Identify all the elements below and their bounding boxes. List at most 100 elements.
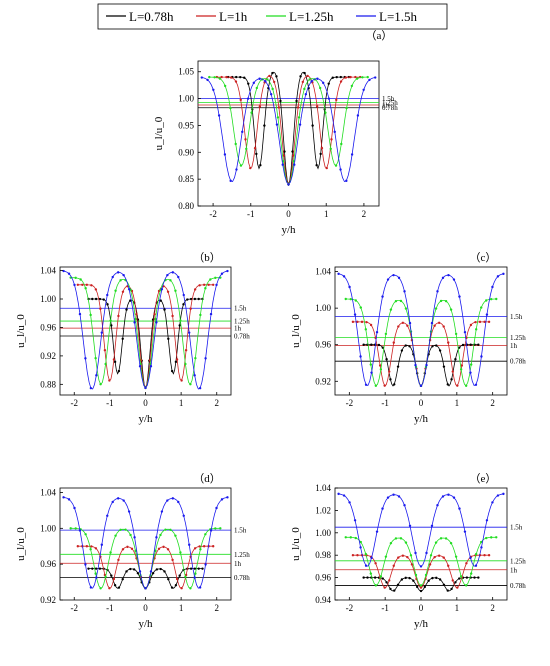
data-point [194,356,197,360]
data-point [132,568,136,571]
data-point [252,81,256,85]
data-point [87,567,90,570]
data-point [404,541,408,544]
data-point [112,577,116,581]
data-point [104,575,107,579]
data-point [406,324,409,327]
data-point [189,307,192,310]
data-point [244,138,247,141]
data-point [436,504,439,507]
data-point [354,75,357,79]
data-point [404,344,407,347]
data-point [401,321,405,325]
data-point [94,356,97,360]
data-point [381,507,384,510]
y-tick-label: 0.92 [40,351,56,361]
data-point [339,75,342,79]
plot-frame [59,266,232,396]
data-point [345,179,348,183]
data-point [124,528,127,531]
data-point [220,75,223,79]
data-point [159,533,162,537]
data-point [220,272,224,275]
data-point [275,123,279,126]
data-point [480,546,483,549]
ref-line-label: 1.25h [510,557,526,565]
data-point [437,321,441,325]
data-point [459,575,463,578]
data-point [480,355,483,358]
data-point [199,313,202,317]
data-point [193,374,196,377]
data-point [389,308,393,311]
data-point [469,572,473,575]
data-point [442,556,445,559]
data-point [291,150,294,153]
data-point [434,307,438,310]
data-point [473,576,476,579]
data-point [319,152,322,156]
data-point [117,558,120,562]
data-point [474,564,478,567]
data-point [490,297,493,301]
data-point [349,297,352,301]
data-point [114,289,117,292]
data-point [383,384,386,387]
data-point [154,317,157,321]
x-tick-label: 0 [419,603,424,613]
ref-line-label: 1.25h [382,99,398,107]
data-point [370,371,373,374]
y-axis-label: u_l/u_0 [290,314,302,348]
data-point [133,321,136,324]
data-point [74,276,77,280]
data-point [394,299,398,303]
data-point [177,500,180,504]
data-point [400,578,404,581]
data-point [385,358,388,361]
data-point [451,370,454,373]
data-point [408,345,411,348]
data-point [329,147,332,151]
data-point [374,384,378,387]
data-point [379,575,383,578]
data-point [397,556,400,559]
data-point [171,314,174,318]
x-axis-label: y/h [414,413,429,425]
ref-line-label: 0.78h [234,332,250,340]
data-point [447,341,450,344]
data-point [428,563,432,566]
x-tick-label: -2 [346,603,354,613]
data-point [179,319,182,322]
data-point [295,99,298,103]
data-point [414,573,418,577]
data-point [153,313,156,316]
x-tick-label: 2 [215,398,220,408]
data-point [95,374,98,377]
data-point [94,297,98,301]
data-point [345,106,348,110]
y-tick-label: 0.95 [178,120,194,130]
data-point [397,495,401,498]
y-tick-label: 1.04 [315,483,331,493]
data-point [454,332,458,336]
data-point [121,290,125,293]
data-point [369,572,373,575]
data-point [399,299,403,303]
data-point [249,166,252,170]
data-point [301,80,305,84]
data-point [207,283,210,286]
data-point [239,98,242,102]
series-line-L=1.25h [345,298,497,387]
data-point [353,313,357,316]
y-tick-label: 1.02 [315,505,331,515]
data-point [78,312,82,316]
data-point [297,116,301,119]
y-tick-label: 0.96 [40,559,56,569]
data-point [393,383,396,386]
data-point [364,564,368,567]
data-point [178,324,181,327]
data-point [98,567,102,570]
data-point [127,510,131,513]
